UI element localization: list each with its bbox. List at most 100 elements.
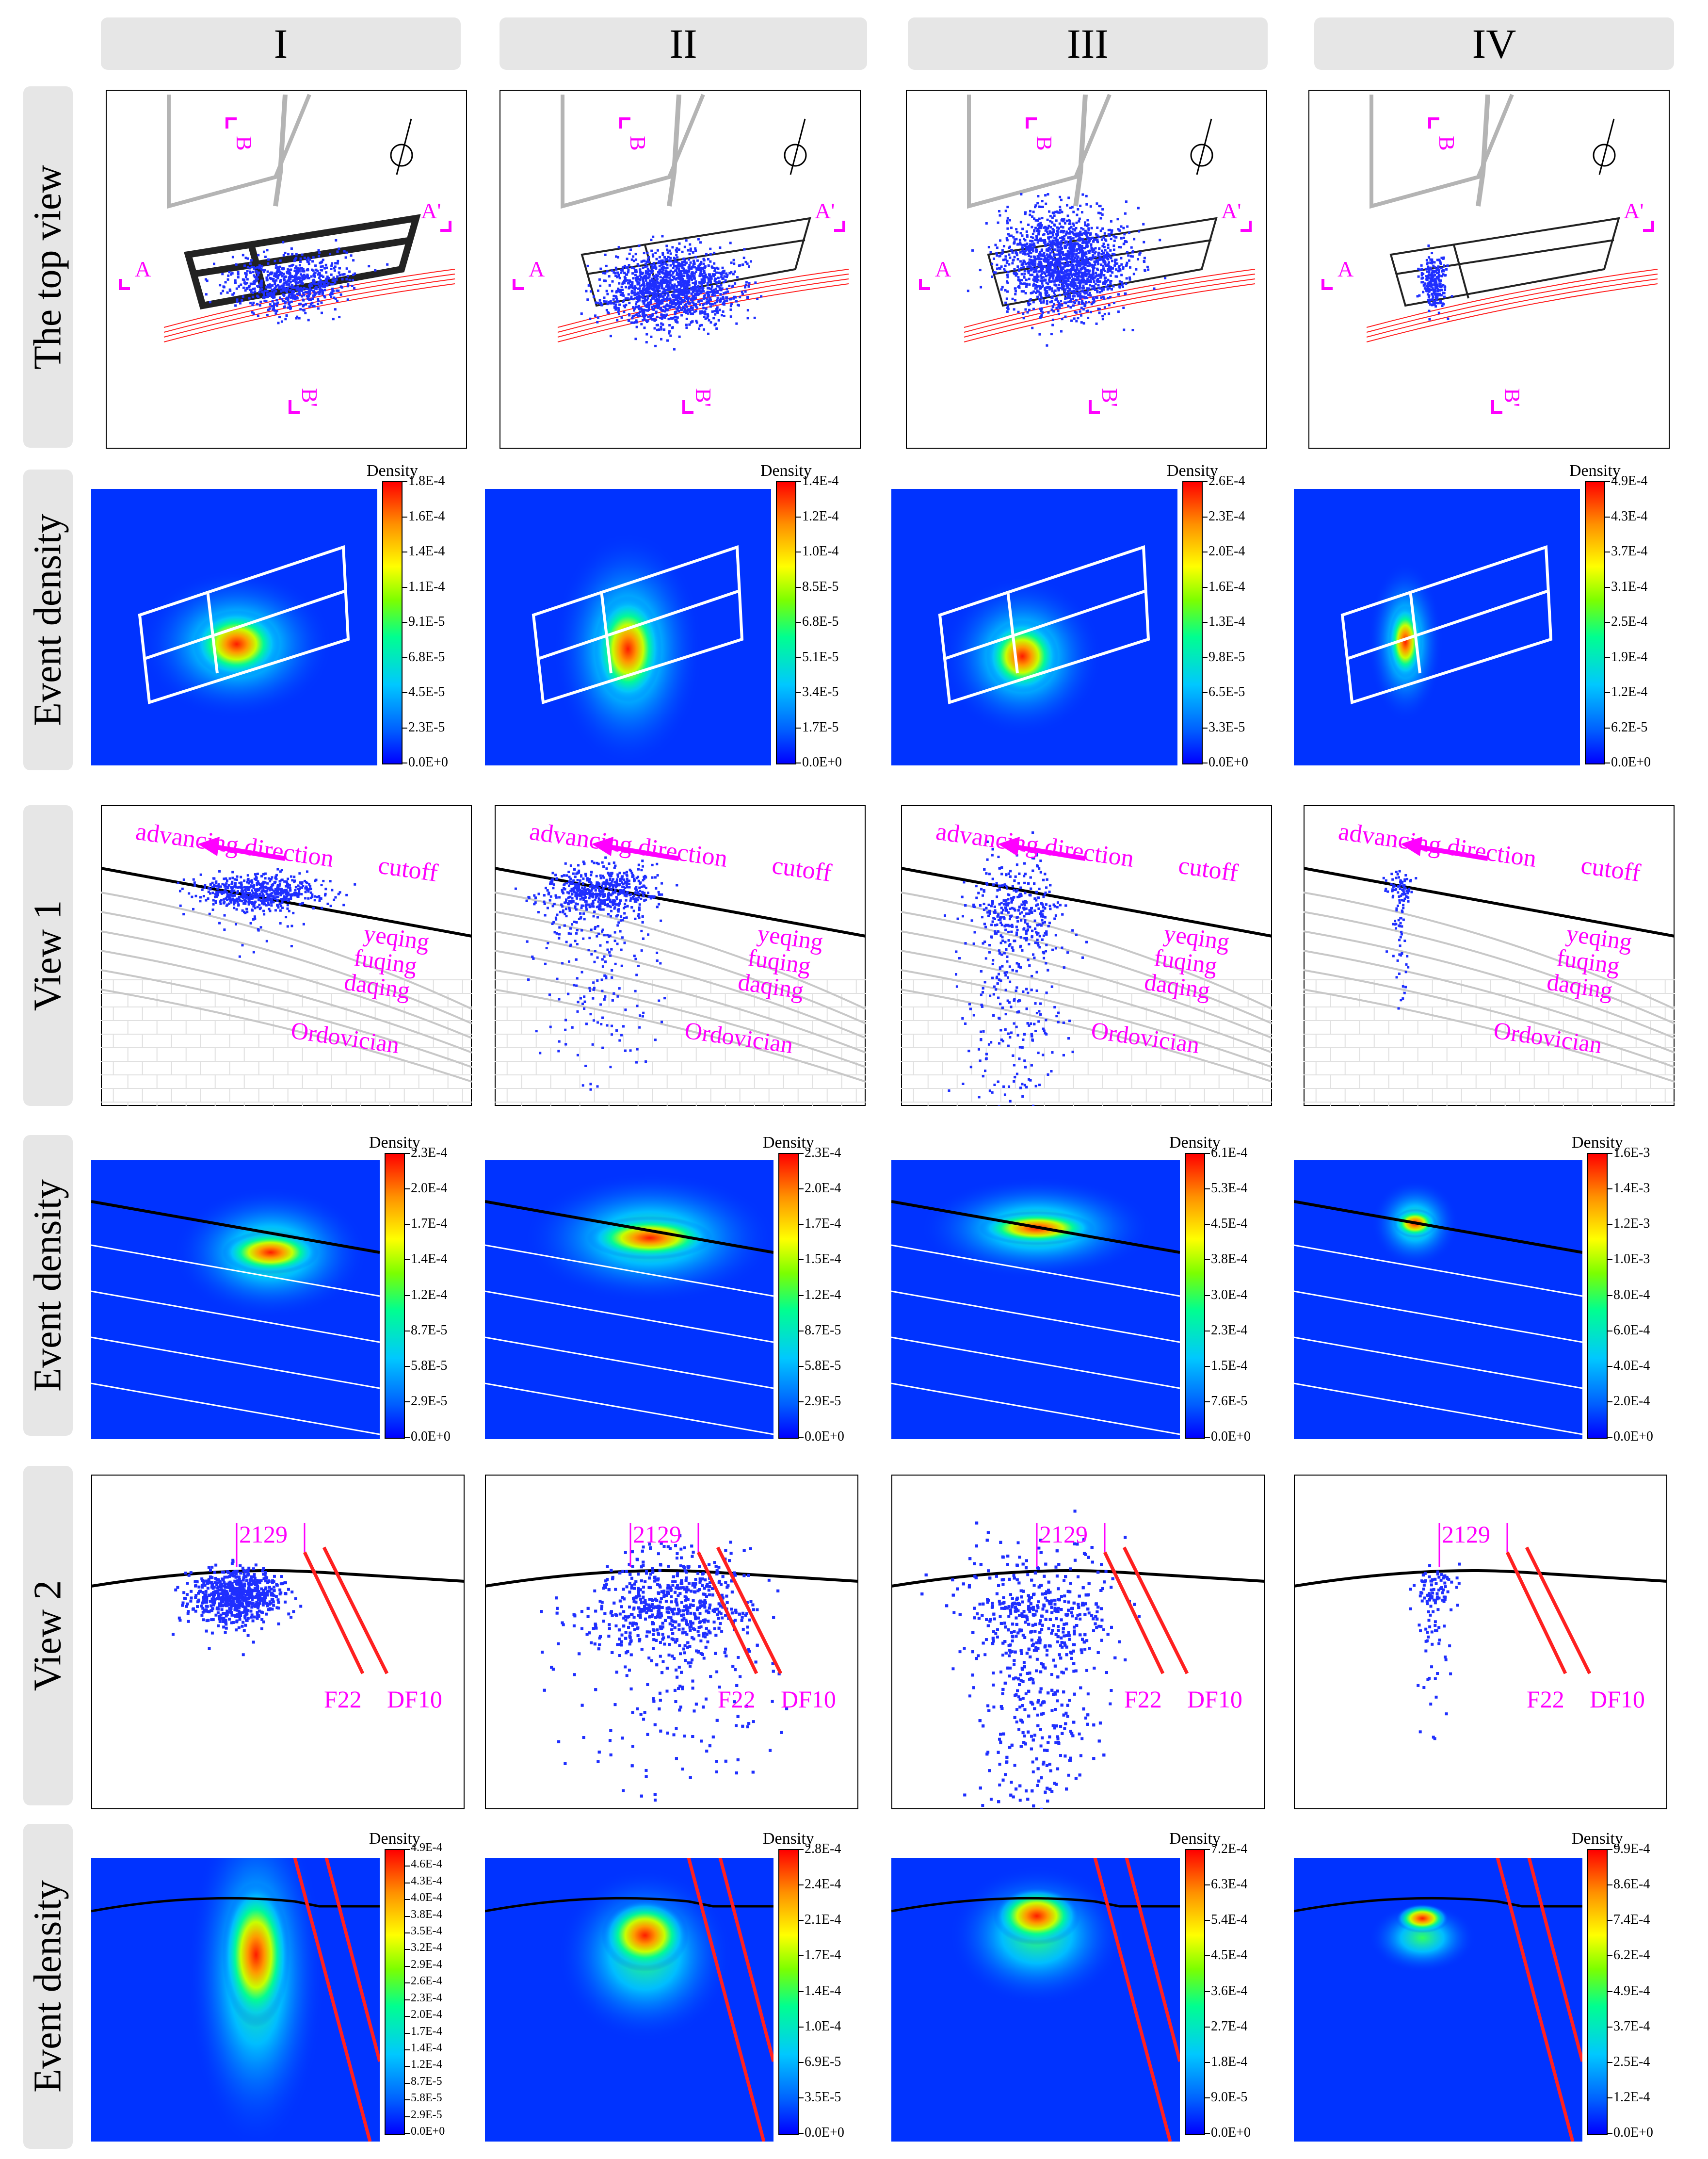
fault-trace: [964, 283, 1256, 342]
north-arrow-icon: [784, 144, 807, 167]
stratum-boundary: [485, 1290, 773, 1343]
colorbar-tick-label: 0.0E+0: [805, 1429, 844, 1444]
colorbar-tick-label: 3.4E-5: [802, 684, 839, 699]
cutoff-label: cutoff: [1176, 851, 1240, 887]
ordovician-layer: [901, 979, 1272, 1106]
colorbar-tick-mark: [402, 586, 407, 588]
view1-panel-4: advancing direction cutoff yeqing fuqing daq…: [1304, 805, 1675, 1106]
colorbar-tick-mark: [404, 1849, 410, 1850]
colorbar-tick-label: 7.2E-4: [1211, 1841, 1248, 1856]
density-section1-panel-4: [1294, 1160, 1582, 1439]
coal-seam-line: [1294, 1569, 1667, 1588]
coal-seam-line: [1294, 1897, 1582, 1913]
colorbar-tick-label: 1.4E-3: [1613, 1181, 1650, 1196]
colorbar-tick-mark: [798, 1849, 804, 1850]
view1-panel-2: advancing direction cutoff yeqing fuqing daq…: [495, 805, 866, 1106]
coal-seam-line: [91, 1200, 380, 1254]
coal-seam-line: [891, 1897, 1180, 1913]
colorbar-tick-label: 1.0E-4: [805, 2018, 841, 2034]
colorbar-tick-label: 2.9E-5: [411, 1393, 448, 1409]
colorbar-tick-mark: [1204, 2097, 1210, 2098]
colorbar-tick-label: 2.0E-4: [411, 2008, 442, 2021]
colorbar-tick-label: 0.0E+0: [408, 755, 448, 770]
colorbar-tick-label: 2.0E-4: [805, 1181, 841, 1196]
colorbar-title: Density: [763, 1134, 814, 1152]
fault-df10: [1527, 1858, 1582, 2062]
colorbar-tick-label: 0.0E+0: [1613, 1429, 1653, 1444]
stratum-boundary: [1294, 1290, 1582, 1343]
colorbar-tick-mark: [1604, 692, 1610, 693]
stratum-boundary: [901, 950, 1272, 1054]
event-points: [580, 235, 763, 351]
colorbar-gradient: [382, 481, 403, 764]
colorbar-tick-mark: [1204, 1365, 1210, 1367]
colorbar-tick-mark: [1607, 1849, 1612, 1850]
colorbar-tick-label: 4.5E-5: [408, 684, 445, 699]
cutoff-label: cutoff: [770, 851, 834, 887]
roadway-2129-label: 2129: [1442, 1521, 1490, 1548]
fault-trace: [163, 283, 455, 342]
colorbar-tick-mark: [798, 1153, 804, 1154]
colorbar-tick-mark: [1607, 1224, 1612, 1225]
fault-f22: [696, 1551, 758, 1674]
stratum-boundary: [891, 1290, 1180, 1343]
colorbar-tick-label: 8.5E-5: [802, 579, 839, 594]
event-points: [943, 831, 1088, 1106]
colorbar-gradient: [776, 481, 796, 764]
colorbar-tick-label: 4.5E-4: [1211, 1948, 1248, 1963]
colorbar-tick-label: 2.9E-5: [411, 2108, 442, 2121]
colorbar-tick-label: 9.9E-4: [1613, 1841, 1650, 1856]
colorbar-tick-mark: [1204, 1991, 1210, 1992]
colorbar-title: Density: [1569, 462, 1621, 480]
fault-f22: [293, 1858, 372, 2142]
colorbar-tick-label: 6.1E-4: [1211, 1145, 1248, 1160]
colorbar-tick-mark: [404, 2099, 410, 2101]
column-header-4: IV: [1314, 17, 1674, 70]
colorbar-tick-label: 2.1E-4: [805, 1912, 841, 1928]
density-hotspot: [986, 620, 1059, 693]
ordovician-layer: [101, 979, 472, 1106]
advancing-arrow: [1415, 844, 1488, 861]
colorbar-tick-mark: [1607, 1365, 1612, 1367]
colorbar-gradient: [1587, 1153, 1608, 1439]
colorbar-tick-mark: [1607, 2026, 1612, 2028]
colorbar-tick-label: 4.5E-4: [1211, 1216, 1248, 1232]
colorbar-tick-mark: [1607, 2097, 1612, 2098]
cutoff-label: cutoff: [1579, 851, 1643, 887]
density-hotspot: [1396, 1904, 1449, 1933]
colorbar-tick-mark: [798, 1295, 804, 1296]
coal-seam-line: [101, 867, 472, 938]
colorbar-tick-label: 5.8E-5: [805, 1358, 841, 1373]
colorbar-gradient: [1585, 481, 1605, 764]
colorbar-tick-mark: [1604, 657, 1610, 658]
cutoff-label: cutoff: [376, 851, 440, 887]
colorbar-tick-mark: [1204, 1437, 1210, 1438]
colorbar-tick-mark: [404, 2133, 410, 2134]
colorbar-tick-label: 1.6E-4: [1208, 579, 1245, 594]
colorbar-gradient: [385, 1153, 405, 1439]
colorbar-tick-mark: [798, 2133, 804, 2134]
fault-f22-label: F22: [1124, 1686, 1162, 1713]
section-label-a: A: [935, 257, 951, 281]
fault-df10: [1125, 1858, 1180, 2062]
section-label-a-prime: A': [421, 198, 441, 223]
colorbar-tick-mark: [404, 1365, 410, 1367]
colorbar-tick-mark: [404, 1866, 410, 1867]
event-points: [1382, 870, 1418, 1010]
colorbar-tick-label: 6.0E-4: [1613, 1322, 1650, 1338]
row-header-event-density-2: Event density: [23, 1135, 73, 1436]
fault-f22-label: F22: [1527, 1686, 1564, 1713]
colorbar-tick-label: 3.7E-4: [1613, 2018, 1650, 2034]
fault-df10-label: DF10: [1590, 1686, 1645, 1713]
colorbar-tick-mark: [795, 481, 801, 482]
advancing-direction-label: advancing direction: [934, 817, 1135, 873]
colorbar-tick-label: 3.3E-5: [1208, 719, 1245, 735]
colorbar-tick-label: 8.6E-4: [1613, 1877, 1650, 1892]
density-plan-panel-4: [1294, 489, 1580, 765]
stratum-boundary: [485, 1244, 773, 1297]
colorbar-tick-label: 0.0E+0: [411, 1429, 451, 1444]
colorbar-tick-mark: [795, 622, 801, 623]
density-section2-panel-4: [1294, 1858, 1582, 2142]
event-points: [204, 239, 389, 325]
roadway-2129: [667, 94, 681, 207]
